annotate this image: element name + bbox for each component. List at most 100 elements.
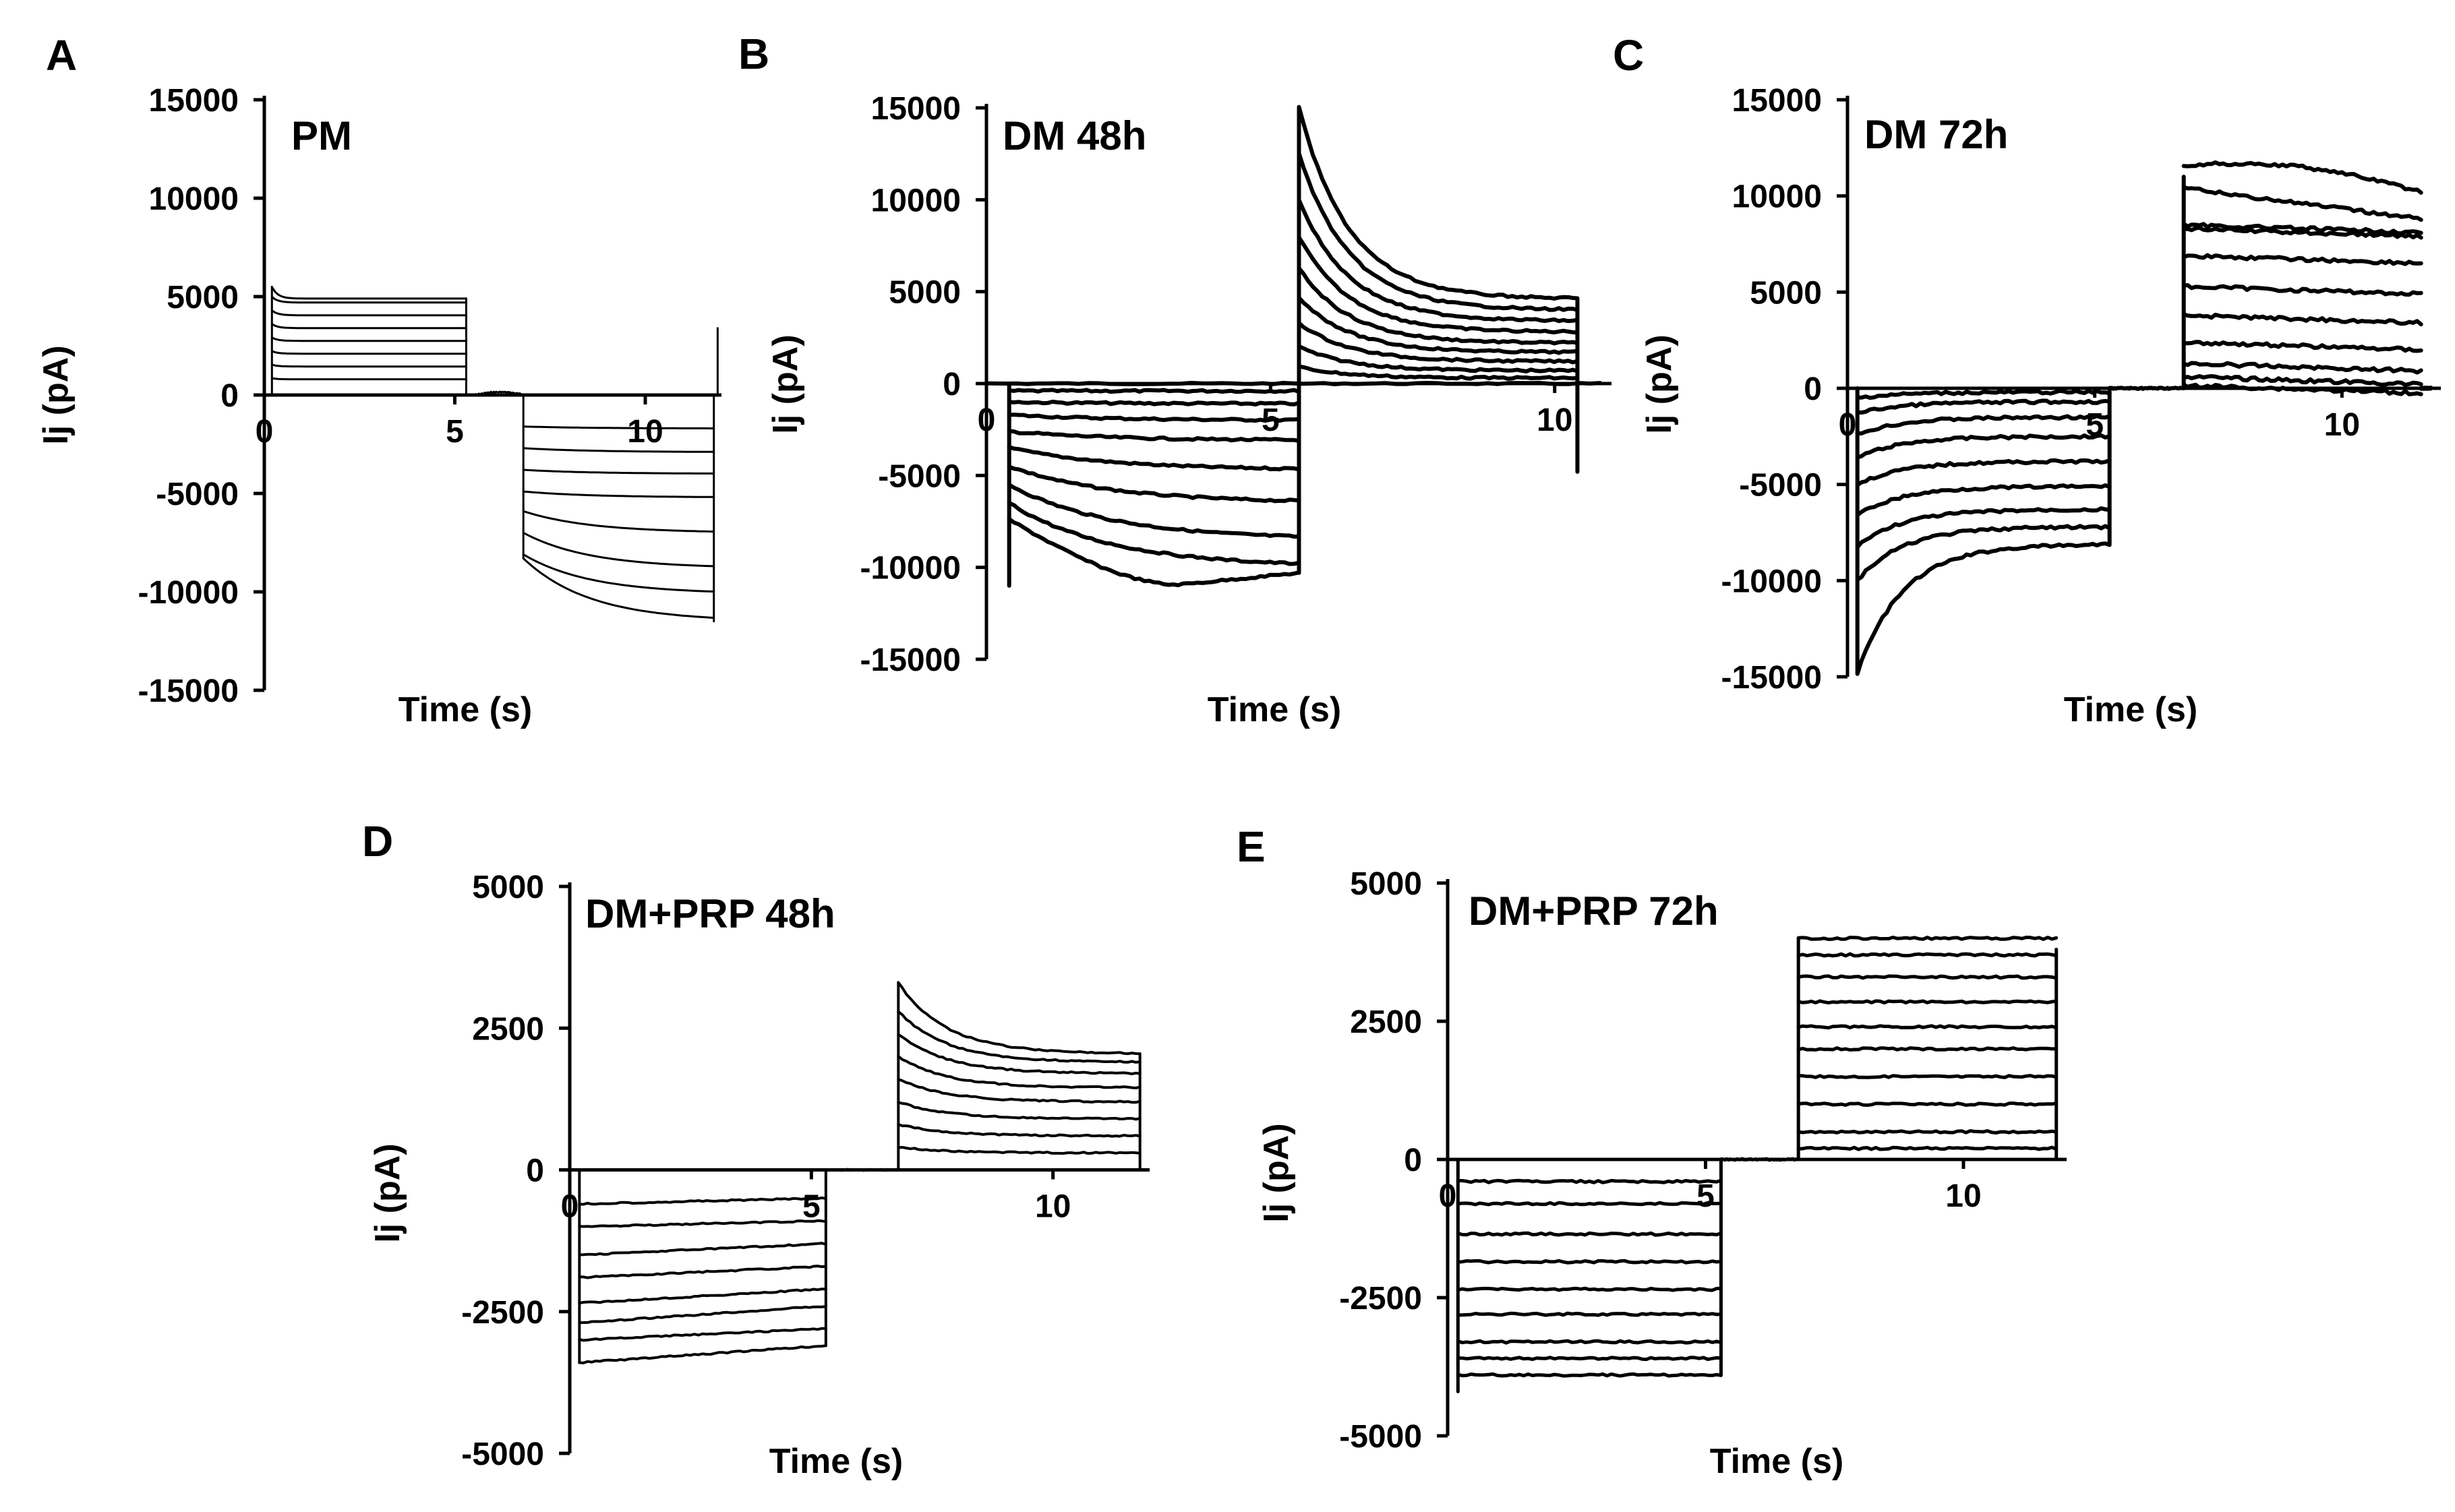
panel-title: PM xyxy=(291,113,352,158)
trace-pulse1 xyxy=(1456,1178,1723,1184)
trace-pulse1 xyxy=(1456,1372,1723,1378)
trace-pulse1 xyxy=(578,1219,827,1228)
trace-pulse1 xyxy=(1456,1231,1723,1237)
x-tick-label: 0 xyxy=(256,414,274,450)
trace-pulse2 xyxy=(2181,382,2423,396)
trace-pulse2 xyxy=(1796,952,2059,958)
x-tick-label: 0 xyxy=(978,402,996,438)
trace-pulse2 xyxy=(897,1078,1142,1104)
trace-pulse2 xyxy=(522,531,715,568)
trace-pulse2 xyxy=(1297,198,1580,324)
trace-pulse1 xyxy=(578,1305,827,1325)
x-tick-label: 5 xyxy=(446,414,464,450)
trace-pulse1 xyxy=(1007,413,1301,423)
trace-pulse2 xyxy=(2181,221,2423,236)
y-tick-label: 0 xyxy=(526,1153,544,1189)
y-tick-label: -5000 xyxy=(1339,1419,1422,1455)
y-axis-label: Ij (pA) xyxy=(1640,334,1679,433)
trace-pulse1 xyxy=(578,1196,827,1206)
trace-pulse1 xyxy=(1456,1356,1723,1362)
x-tick-label: 10 xyxy=(1945,1178,1981,1214)
baseline-trace xyxy=(824,1168,900,1172)
trace-pulse2 xyxy=(1297,295,1580,355)
trace-pulse2 xyxy=(2181,340,2423,353)
trace-pulse2 xyxy=(1297,321,1580,365)
trace-pulse1 xyxy=(1855,414,2112,435)
trace-pulse2 xyxy=(897,1033,1142,1076)
trace-pulse1 xyxy=(578,1327,827,1342)
y-tick-label: -5000 xyxy=(461,1437,544,1472)
panel-letter: D xyxy=(362,817,393,866)
trace-pulse1 xyxy=(1855,506,2112,549)
y-axis-label: Ij (pA) xyxy=(766,334,805,433)
x-tick-label: 5 xyxy=(802,1189,821,1225)
x-tick-label: 0 xyxy=(561,1189,579,1225)
y-tick-label: 5000 xyxy=(167,280,239,315)
trace-pulse1 xyxy=(270,377,467,381)
y-axis-label: Ij (pA) xyxy=(368,1143,407,1242)
y-tick-label: 15000 xyxy=(1732,83,1822,119)
y-tick-label: 10000 xyxy=(1732,179,1822,215)
trace-pulse1 xyxy=(1456,1201,1723,1207)
y-tick-label: -15000 xyxy=(860,642,961,678)
panel-title: DM+PRP 48h xyxy=(585,891,835,936)
trace-pulse1 xyxy=(1007,388,1301,394)
x-tick-label: 10 xyxy=(2324,407,2360,443)
y-tick-label: 5000 xyxy=(1350,866,1422,902)
trace-pulse1 xyxy=(1007,464,1301,504)
x-axis-label: Time (s) xyxy=(769,1442,903,1481)
trace-pulse2 xyxy=(1796,1046,2059,1052)
trace-pulse1 xyxy=(1456,1286,1723,1292)
y-tick-label: 0 xyxy=(1804,371,1822,407)
trace-pulse1 xyxy=(1855,541,2112,676)
trace-pulse1 xyxy=(1855,483,2112,518)
x-tick-label: 10 xyxy=(1035,1189,1071,1225)
trace-pulse2 xyxy=(897,1054,1142,1089)
trace-pulse1 xyxy=(1456,1311,1723,1317)
trace-pulse1 xyxy=(1855,524,2112,582)
panel-letter: E xyxy=(1237,822,1266,871)
y-axis-label: Ij (pA) xyxy=(1257,1123,1296,1222)
trace-pulse2 xyxy=(522,557,715,619)
trace-pulse2 xyxy=(2181,283,2423,297)
trace-pulse1 xyxy=(270,309,467,317)
trace-pulse1 xyxy=(1456,1259,1723,1265)
trace-pulse2 xyxy=(897,1146,1142,1155)
trace-pulse1 xyxy=(578,1344,827,1364)
trace-pulse2 xyxy=(1297,235,1580,335)
x-axis-label: Time (s) xyxy=(1208,690,1341,729)
trace-pulse2 xyxy=(1796,936,2059,941)
trace-pulse1 xyxy=(270,323,467,330)
panel-a: A PM 15000 10000 5000 0 -5000 -10000 -15000 0 5 10 I… xyxy=(36,31,721,729)
trace-pulse2 xyxy=(1796,1024,2059,1030)
panel-letter: A xyxy=(46,31,77,80)
trace-pulse2 xyxy=(1796,1145,2059,1151)
y-tick-label: -15000 xyxy=(1721,660,1822,696)
y-tick-label: -10000 xyxy=(860,551,961,586)
x-tick-label: 10 xyxy=(627,414,663,450)
trace-pulse2 xyxy=(1297,344,1580,373)
y-axis-label: Ij (pA) xyxy=(36,345,76,444)
y-tick-label: -10000 xyxy=(138,575,239,611)
panel-b: B DM 48h 15000 10000 5000 0 -5000 -10000 -15000 0… xyxy=(738,30,1611,729)
trace-pulse2 xyxy=(2181,374,2423,387)
y-tick-label: 5000 xyxy=(1750,275,1822,311)
y-tick-label: -2500 xyxy=(1339,1281,1422,1317)
trace-pulse2 xyxy=(522,490,715,498)
baseline-trace xyxy=(473,390,525,396)
trace-pulse2 xyxy=(2181,312,2423,327)
trace-pulse2 xyxy=(897,981,1142,1056)
y-tick-label: -2500 xyxy=(461,1295,544,1331)
y-tick-label: 0 xyxy=(1404,1143,1422,1178)
trace-pulse1 xyxy=(1855,458,2112,487)
trace-pulse1 xyxy=(1007,501,1301,566)
y-tick-label: 10000 xyxy=(871,183,961,218)
trace-pulse2 xyxy=(1297,364,1580,381)
panel-c: C DM 72h 15000 10000 5000 0 -5000 -10000 -15000 0… xyxy=(1613,31,2441,729)
trace-pulse2 xyxy=(2181,253,2423,266)
panel-letter: C xyxy=(1613,31,1644,80)
x-tick-label: 0 xyxy=(1839,407,1857,443)
y-tick-label: -5000 xyxy=(1739,468,1822,504)
panel-d: D DM+PRP 48h 5000 2500 0 -2500 -5000 0 5 10 Ij (pA… xyxy=(362,817,1150,1481)
trace-pulse2 xyxy=(1297,266,1580,346)
